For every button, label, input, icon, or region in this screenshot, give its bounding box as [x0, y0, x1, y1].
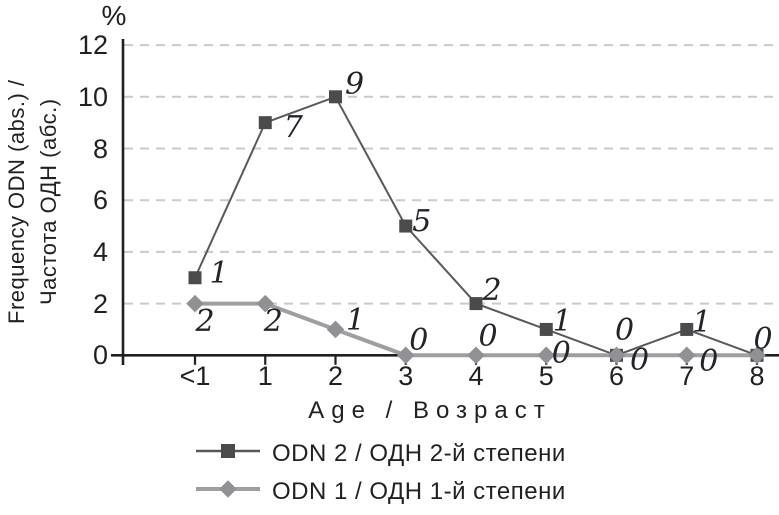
y-axis-unit-label: % [101, 0, 127, 31]
marker-square [680, 322, 694, 336]
marker-square [188, 271, 202, 285]
marker-diamond [748, 346, 766, 365]
data-label: 0 [614, 313, 635, 349]
marker-diamond [677, 346, 696, 365]
y-tick-label: 4 [92, 236, 108, 267]
data-label: 1 [552, 304, 572, 340]
x-tick-label: 4 [468, 361, 484, 391]
data-label: 0 [629, 343, 650, 379]
y-axis-title-english: Frequency ODN (abs.) / [4, 79, 29, 325]
data-label: 2 [482, 272, 502, 308]
marker-square [399, 219, 413, 233]
legend-item-odn1: ODN 1 / ОДН 1-й степени [196, 475, 566, 508]
data-label: 1 [345, 303, 366, 339]
legend-item-odn2: ODN 2 / ОДН 2-й степени [196, 437, 566, 470]
y-tick-label: 6 [92, 185, 108, 216]
x-tick-label: 6 [608, 361, 625, 391]
marker-diamond [467, 346, 485, 365]
legend-label-odn1: ODN 1 / ОДН 1-й степени [272, 477, 566, 505]
legend-label-odn2: ODN 2 / ОДН 2-й степени [272, 439, 566, 467]
marker-diamond [326, 320, 345, 339]
data-label: 7 [283, 109, 303, 145]
data-label: 5 [412, 204, 432, 240]
marker-square [469, 297, 483, 311]
y-tick-label: 0 [92, 340, 108, 371]
y-tick-label: 8 [92, 133, 108, 164]
marker-square [258, 116, 272, 130]
x-tick-label: <1 [179, 361, 211, 391]
x-tick-label: 3 [398, 361, 414, 391]
x-tick-label: 1 [257, 361, 273, 391]
y-tick-label: 2 [92, 288, 108, 319]
y-tick-label: 12 [77, 30, 108, 61]
data-label: 0 [699, 344, 719, 380]
marker-square [539, 322, 553, 336]
marker-diamond [256, 294, 275, 313]
data-label: 2 [195, 303, 215, 339]
data-label: 0 [753, 322, 773, 358]
x-tick-label: 5 [538, 361, 554, 391]
y-tick-label: 10 [77, 81, 108, 112]
diamond-series-marker-icon [196, 478, 260, 505]
x-tick-label: 2 [327, 361, 344, 391]
x-tick-label: 7 [679, 361, 695, 391]
data-label: 2 [263, 303, 283, 339]
data-label: 0 [551, 336, 571, 372]
data-label: 1 [209, 255, 229, 291]
marker-diamond [537, 346, 556, 365]
data-label: 0 [478, 319, 498, 355]
square-series-marker-icon [196, 440, 260, 467]
x-tick-label: 8 [749, 361, 765, 391]
data-label: 9 [344, 66, 365, 102]
legend: ODN 2 / ОДН 2-й степени ODN 1 / ОДН 1-й … [196, 437, 566, 508]
marker-diamond [396, 346, 415, 365]
marker-square [329, 90, 342, 104]
marker-diamond [607, 346, 626, 365]
x-axis-title: Age / Возраст [308, 397, 552, 424]
data-label: 0 [409, 323, 429, 359]
data-label: 1 [692, 305, 712, 341]
